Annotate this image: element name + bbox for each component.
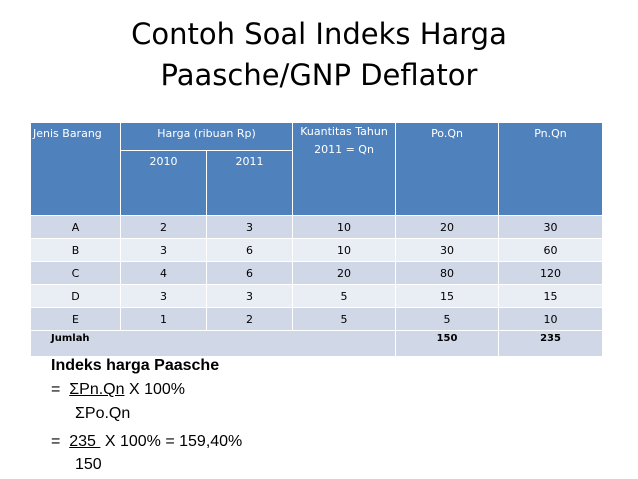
formula-line-1: = ΣPn.Qn X 100% xyxy=(51,380,185,399)
equals-sign: = xyxy=(51,433,65,450)
total-row: Jumlah 150 235 xyxy=(29,330,604,357)
equals-sign: = xyxy=(51,381,65,398)
table-row: B 3 6 10 30 60 xyxy=(30,238,604,262)
denominator-sum-po-qn: ΣPo.Qn xyxy=(75,405,131,422)
cell-pn-qn: 120 xyxy=(498,261,604,285)
slide-title: Contoh Soal Indeks Harga Paasche/GNP Def… xyxy=(0,14,638,96)
table-row: C 4 6 20 80 120 xyxy=(30,261,604,285)
header-pn-qn: Pn.Qn xyxy=(498,122,604,216)
cell-2010: 3 xyxy=(120,238,207,262)
cell-2011: 6 xyxy=(205,238,294,262)
cell-kuantitas: 10 xyxy=(292,215,397,239)
cell-po-qn: 30 xyxy=(395,238,500,262)
cell-2011: 6 xyxy=(205,261,294,285)
cell-pn-qn: 60 xyxy=(498,238,604,262)
cell-po-qn: 20 xyxy=(395,215,500,239)
cell-jenis: E xyxy=(30,307,121,331)
cell-jenis: C xyxy=(30,261,121,285)
cell-po-qn: 5 xyxy=(395,307,500,331)
cell-kuantitas: 20 xyxy=(292,261,397,285)
cell-po-qn: 80 xyxy=(395,261,500,285)
table-row: D 3 3 5 15 15 xyxy=(30,284,604,308)
header-year-2011: 2011 xyxy=(205,150,294,216)
cell-pn-qn: 10 xyxy=(498,307,604,331)
cell-kuantitas: 5 xyxy=(292,307,397,331)
header-row: Jenis Barang Harga (ribuan Rp) Kuantitas… xyxy=(30,122,604,216)
cell-kuantitas: 5 xyxy=(292,284,397,308)
header-kuantitas: Kuantitas Tahun 2011 = Qn xyxy=(292,122,397,216)
cell-2011: 3 xyxy=(205,284,294,308)
cell-2011: 2 xyxy=(205,307,294,331)
denominator-150: 150 xyxy=(75,456,102,473)
title-line-2: Paasche/GNP Deflator xyxy=(160,58,478,92)
cell-po-qn: 15 xyxy=(395,284,500,308)
table-row: E 1 2 5 5 10 xyxy=(30,307,604,331)
cell-kuantitas: 10 xyxy=(292,238,397,262)
cell-pn-qn: 30 xyxy=(498,215,604,239)
header-po-qn: Po.Qn xyxy=(395,122,500,216)
table-row: A 2 3 10 20 30 xyxy=(30,215,604,239)
numerator-235: 235 xyxy=(69,433,101,450)
price-table: Jenis Barang Harga (ribuan Rp) Kuantitas… xyxy=(29,122,604,357)
numerator-sum-pn-qn: ΣPn.Qn xyxy=(69,381,125,398)
header-year-2010: 2010 xyxy=(120,150,207,216)
multiply-100: X 100% xyxy=(128,381,185,398)
cell-jenis: B xyxy=(30,238,121,262)
total-po-qn: 150 xyxy=(395,330,500,357)
formula-line-3: = 235 X 100% = 159,40% xyxy=(51,432,242,451)
cell-jenis: D xyxy=(30,284,121,308)
cell-jenis: A xyxy=(30,215,121,239)
header-jenis-barang: Jenis Barang xyxy=(30,122,121,216)
cell-2011: 3 xyxy=(205,215,294,239)
result-text: X 100% = 159,40% xyxy=(104,433,243,450)
header-row-years: 2010 2011 xyxy=(31,150,603,216)
cell-2010: 1 xyxy=(120,307,207,331)
cell-2010: 3 xyxy=(120,284,207,308)
formula-heading: Indeks harga Paasche xyxy=(51,357,220,374)
cell-2010: 2 xyxy=(120,215,207,239)
total-label: Jumlah xyxy=(51,333,90,344)
header-harga: Harga (ribuan Rp) xyxy=(119,122,294,151)
cell-2010: 4 xyxy=(120,261,207,285)
cell-pn-qn: 15 xyxy=(498,284,604,308)
title-line-1: Contoh Soal Indeks Harga xyxy=(131,17,507,51)
total-pn-qn: 235 xyxy=(498,330,604,357)
